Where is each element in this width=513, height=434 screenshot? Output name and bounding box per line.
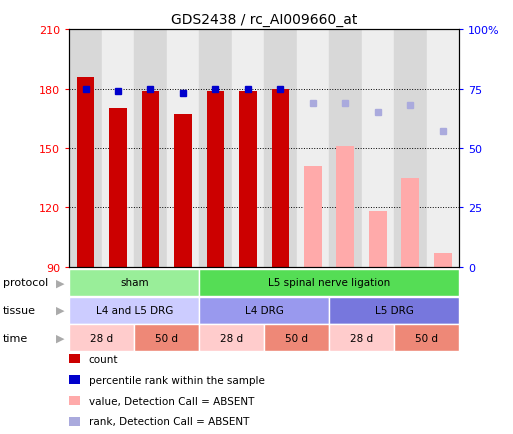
Bar [329,30,362,267]
Text: 50 d: 50 d [155,333,178,343]
Bar [207,92,224,267]
Text: percentile rank within the sample: percentile rank within the sample [89,375,265,385]
Text: 28 d: 28 d [90,333,113,343]
Bar [427,30,459,267]
Text: L4 DRG: L4 DRG [245,306,284,315]
Bar [369,212,387,267]
Text: 50 d: 50 d [285,333,308,343]
Text: 28 d: 28 d [220,333,243,343]
Text: time: time [3,333,28,343]
Bar [232,30,264,267]
Bar [337,147,354,267]
Bar [304,166,322,267]
Bar [76,78,94,267]
Bar [271,89,289,267]
Text: ▶: ▶ [56,278,65,287]
Title: GDS2438 / rc_AI009660_at: GDS2438 / rc_AI009660_at [171,13,358,26]
Text: protocol: protocol [3,278,48,287]
Text: sham: sham [120,278,149,287]
Bar [434,253,452,267]
Text: count: count [89,354,119,364]
Bar [394,30,427,267]
Text: rank, Detection Call = ABSENT: rank, Detection Call = ABSENT [89,417,249,426]
Bar [199,30,232,267]
Bar [102,30,134,267]
Bar [239,92,257,267]
Bar [402,178,419,267]
Bar [362,30,394,267]
Bar [297,30,329,267]
Text: ▶: ▶ [56,333,65,343]
Bar [167,30,199,267]
Text: tissue: tissue [3,306,35,315]
Text: L5 DRG: L5 DRG [374,306,413,315]
Bar [69,30,102,267]
Bar [264,30,297,267]
Text: L4 and L5 DRG: L4 and L5 DRG [95,306,173,315]
Text: L5 spinal nerve ligation: L5 spinal nerve ligation [268,278,390,287]
Text: value, Detection Call = ABSENT: value, Detection Call = ABSENT [89,396,254,405]
Text: 50 d: 50 d [415,333,438,343]
Text: ▶: ▶ [56,306,65,315]
Text: 28 d: 28 d [350,333,373,343]
Bar [174,115,192,267]
Bar [109,109,127,267]
Bar [134,30,167,267]
Bar [142,92,160,267]
